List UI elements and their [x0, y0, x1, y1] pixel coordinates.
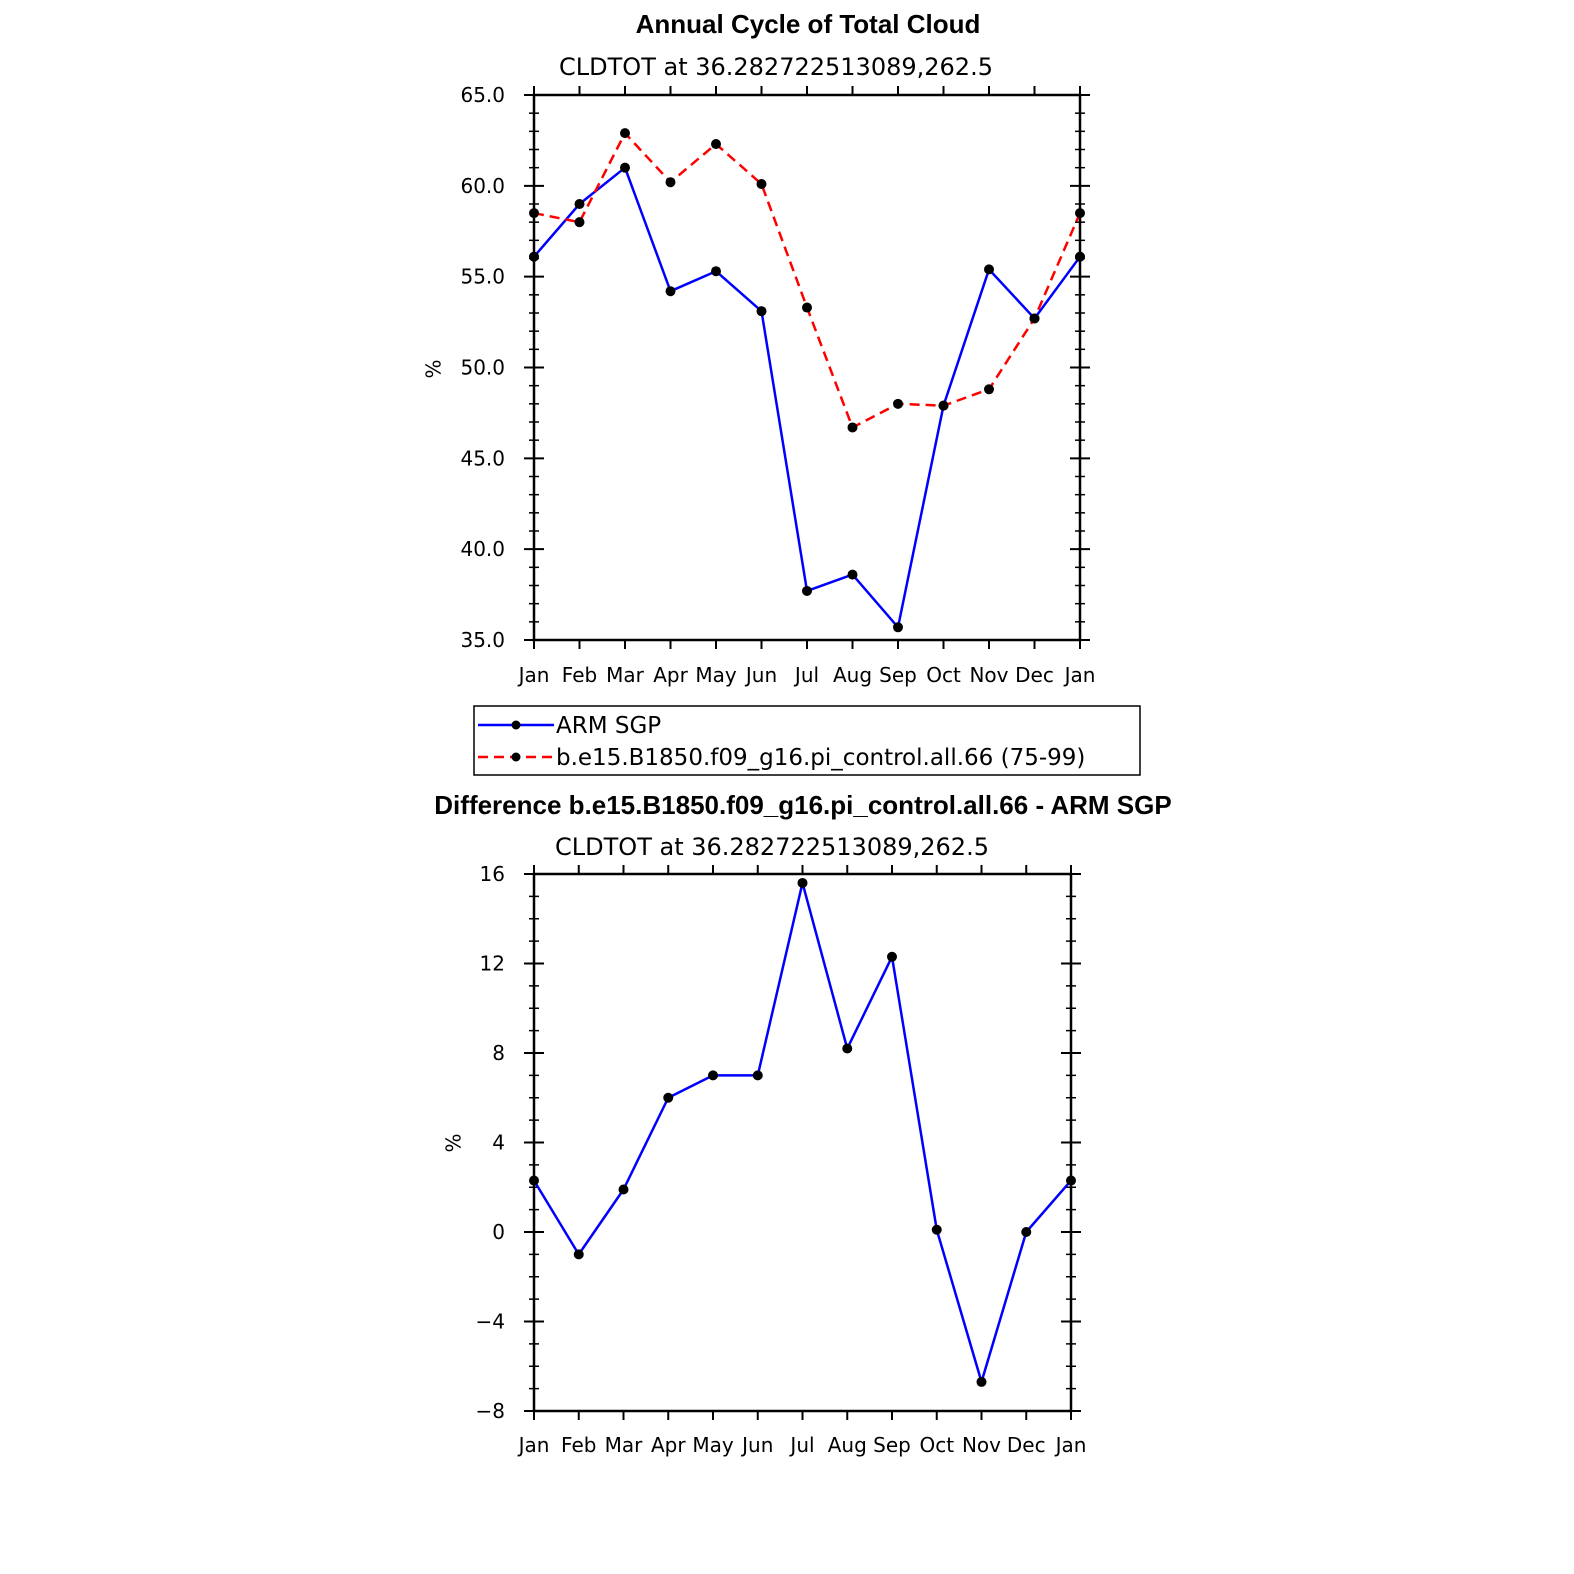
- y-tick-label: 35.0: [460, 628, 505, 652]
- x-tick-label: Mar: [606, 663, 645, 687]
- data-point: [756, 179, 767, 190]
- difference-panel: Difference b.e15.B1850.f09_g16.pi_contro…: [434, 790, 1171, 1457]
- chart-title: Difference b.e15.B1850.f09_g16.pi_contro…: [434, 790, 1171, 820]
- data-point: [984, 264, 994, 275]
- y-tick-label: 50.0: [460, 356, 505, 380]
- series-line-0: [532, 881, 1072, 1384]
- y-tick-label: 60.0: [460, 174, 505, 198]
- legend-label-model: b.e15.B1850.f09_g16.pi_control.all.66 (7…: [556, 745, 1085, 771]
- data-point: [752, 1070, 763, 1081]
- x-tick-label: Mar: [605, 1433, 644, 1457]
- x-tick-label: Dec: [1015, 663, 1054, 687]
- data-point: [574, 199, 585, 209]
- data-point: [711, 266, 721, 277]
- data-point: [529, 1175, 539, 1186]
- data-point: [711, 139, 721, 150]
- data-point: [620, 162, 630, 173]
- y-tick-label: 4: [492, 1131, 505, 1155]
- plot-frame: [532, 872, 1073, 1413]
- x-tick-label: Jan: [1054, 1433, 1087, 1457]
- data-point: [931, 1224, 942, 1235]
- y-tick-label: 65.0: [460, 83, 505, 107]
- x-tick-label: May: [695, 663, 737, 687]
- data-point: [847, 422, 858, 433]
- data-point: [1075, 251, 1085, 262]
- x-tick-label: Aug: [828, 1433, 867, 1457]
- data-point: [976, 1376, 987, 1387]
- chart-subtitle: CLDTOT at 36.282722513089,262.5: [555, 833, 989, 861]
- data-point: [665, 286, 676, 297]
- data-point: [893, 622, 903, 633]
- series-line-0: [533, 166, 1082, 629]
- data-point: [618, 1184, 629, 1195]
- y-tick-label: 16: [480, 862, 505, 886]
- data-point: [574, 217, 585, 228]
- y-tick-label: 40.0: [460, 537, 505, 561]
- x-tick-label: May: [692, 1433, 734, 1457]
- data-point: [708, 1070, 718, 1081]
- x-tick-label: Apr: [653, 663, 688, 687]
- data-point: [802, 585, 812, 596]
- data-point: [984, 384, 994, 395]
- data-point: [1075, 208, 1085, 219]
- x-tick-label: Jan: [517, 1433, 550, 1457]
- annual-cycle-panel: Annual Cycle of Total Cloud CLDTOT at 36…: [422, 9, 1096, 687]
- data-point: [756, 306, 767, 317]
- legend-box: [473, 705, 1141, 776]
- x-tick-label: Jan: [1063, 663, 1096, 687]
- x-tick-label: Apr: [651, 1433, 686, 1457]
- x-tick-label: Jul: [788, 1433, 814, 1457]
- data-point: [847, 569, 858, 580]
- y-tick-label: −8: [476, 1399, 505, 1423]
- legend-marker-arm-sgp: [511, 720, 521, 730]
- x-tick-label: Nov: [962, 1433, 1001, 1457]
- y-tick-label: 45.0: [460, 446, 505, 470]
- x-tick-label: Oct: [919, 1433, 954, 1457]
- x-tick-label: Oct: [926, 663, 961, 687]
- data-point: [1021, 1227, 1032, 1237]
- data-point: [573, 1249, 584, 1260]
- data-point: [663, 1092, 674, 1103]
- y-axis-label: %: [422, 359, 446, 378]
- y-axis-label: %: [442, 1133, 466, 1152]
- legend: ARM SGP b.e15.B1850.f09_g16.pi_control.a…: [473, 705, 1141, 776]
- x-tick-label: Sep: [873, 1433, 911, 1457]
- data-point: [620, 128, 630, 139]
- legend-marker-model: [511, 752, 521, 762]
- data-point: [529, 251, 539, 262]
- chart-title: Annual Cycle of Total Cloud: [636, 9, 981, 39]
- data-point: [893, 398, 903, 409]
- data-point: [842, 1043, 853, 1054]
- data-point: [529, 208, 539, 219]
- y-tick-label: −4: [476, 1310, 505, 1334]
- x-tick-label: Jul: [793, 663, 819, 687]
- x-tick-label: Dec: [1007, 1433, 1046, 1457]
- data-point: [797, 877, 808, 888]
- y-tick-label: 55.0: [460, 265, 505, 289]
- x-tick-label: Sep: [879, 663, 917, 687]
- y-tick-label: 0: [492, 1220, 505, 1244]
- data-point: [665, 177, 676, 188]
- chart-subtitle: CLDTOT at 36.282722513089,262.5: [559, 53, 993, 81]
- data-point: [1029, 313, 1040, 324]
- data-point: [802, 302, 812, 313]
- x-tick-label: Jun: [740, 1433, 773, 1457]
- x-tick-label: Aug: [833, 663, 872, 687]
- data-point: [1066, 1175, 1076, 1186]
- y-tick-label: 12: [480, 952, 505, 976]
- x-tick-label: Jun: [744, 663, 777, 687]
- legend-label-arm-sgp: ARM SGP: [556, 713, 661, 739]
- x-tick-label: Nov: [969, 663, 1008, 687]
- plot-frame: [532, 93, 1082, 642]
- x-tick-label: Jan: [517, 663, 550, 687]
- data-point: [887, 951, 897, 962]
- y-tick-label: 8: [492, 1041, 505, 1065]
- x-tick-label: Feb: [562, 663, 597, 687]
- data-point: [938, 400, 949, 411]
- x-tick-label: Feb: [561, 1433, 596, 1457]
